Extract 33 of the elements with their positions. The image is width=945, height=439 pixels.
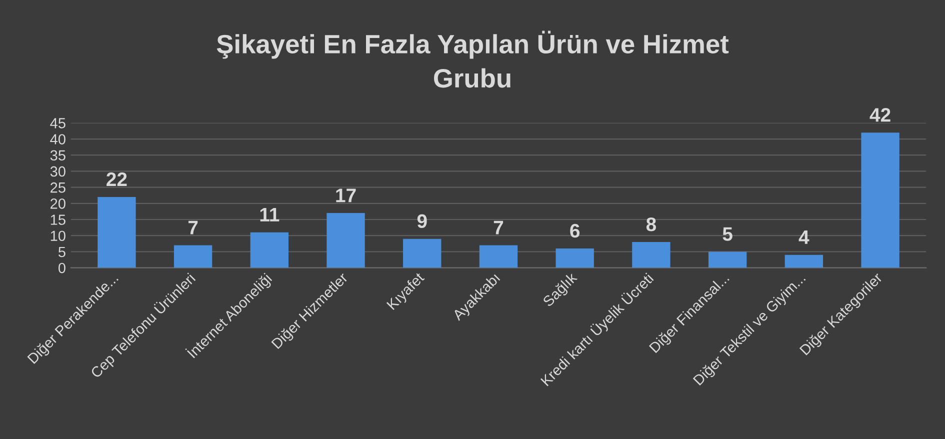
bar [174,245,212,268]
bar [479,245,518,268]
data-label: 4 [798,230,810,244]
bar [861,132,900,268]
bar [784,254,824,268]
bar [98,196,136,268]
data-label: 6 [570,224,580,238]
data-label: 8 [646,217,656,232]
data-label: 7 [188,220,198,234]
y-tick-label: 25 [50,182,66,193]
data-label: 42 [870,108,890,122]
y-tick-label: 15 [50,214,66,225]
y-tick-label: 40 [50,134,66,144]
y-tick-label: 10 [50,230,66,242]
data-label: 11 [260,208,280,222]
data-label: 9 [417,214,427,228]
bar [403,238,442,268]
data-label: 7 [494,220,504,234]
data-label: 17 [336,188,356,202]
y-tick-label: 0 [58,262,66,274]
bar [326,213,365,268]
chart-title: Şikayeti En Fazla Yapılan Ürün ve Hizmet Grubu [216,30,729,88]
y-tick-label: 45 [50,118,66,128]
data-label: 5 [722,227,732,241]
y-tick-label: 35 [50,150,66,161]
bar [250,232,288,268]
data-label: 22 [106,172,127,186]
bar [556,248,594,268]
bar [632,242,670,268]
bar [708,252,747,268]
y-tick-label: 20 [50,198,66,209]
y-tick-label: 5 [58,246,66,258]
y-tick-label: 30 [50,166,66,177]
